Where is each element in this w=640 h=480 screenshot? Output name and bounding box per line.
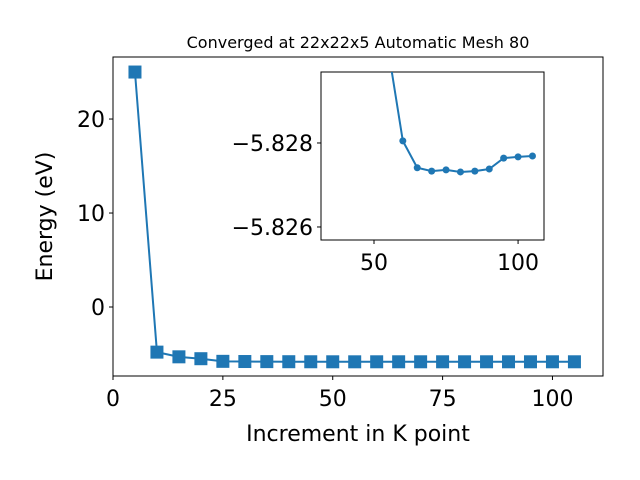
marker [480, 355, 494, 369]
marker [238, 355, 252, 369]
marker [471, 167, 479, 175]
y-axis-label: Energy (eV) [33, 152, 58, 282]
marker [150, 345, 164, 359]
plot-area [320, 71, 545, 241]
y-tick-label: −5.826 [232, 216, 313, 241]
x-tick-label: 0 [106, 387, 120, 412]
marker [514, 153, 522, 161]
marker [399, 137, 407, 145]
y-tick-label: 20 [77, 108, 105, 133]
marker [260, 355, 274, 369]
y-tick-label: 10 [77, 202, 105, 227]
y-tick-label: 0 [91, 296, 105, 321]
plot-clip [128, 65, 581, 369]
marker [348, 355, 362, 369]
marker [567, 355, 581, 369]
marker [194, 352, 208, 366]
marker [370, 355, 384, 369]
x-tick-label: 25 [209, 387, 237, 412]
plot-clip [390, 72, 536, 176]
x-tick-label: 50 [360, 251, 388, 276]
marker [456, 168, 464, 176]
y-tick-label: −5.828 [232, 132, 313, 157]
marker [545, 355, 559, 369]
x-tick-label: 100 [497, 251, 539, 276]
marker [282, 355, 296, 369]
marker [485, 165, 493, 173]
marker [428, 167, 436, 175]
marker [458, 355, 472, 369]
marker [528, 152, 536, 160]
chart-title: Converged at 22x22x5 Automatic Mesh 80 [187, 33, 530, 52]
marker [436, 355, 450, 369]
marker [442, 166, 450, 174]
marker [502, 355, 516, 369]
x-tick-label: 100 [531, 387, 573, 412]
marker [128, 65, 142, 79]
marker [392, 355, 406, 369]
marker [216, 354, 230, 368]
marker [172, 350, 186, 364]
x-tick-label: 75 [429, 387, 457, 412]
marker [500, 154, 508, 162]
marker [523, 355, 537, 369]
marker [414, 355, 428, 369]
marker [304, 355, 318, 369]
marker [413, 164, 421, 172]
x-tick-label: 50 [319, 387, 347, 412]
marker [326, 355, 340, 369]
x-axis-label: Increment in K point [246, 422, 470, 447]
